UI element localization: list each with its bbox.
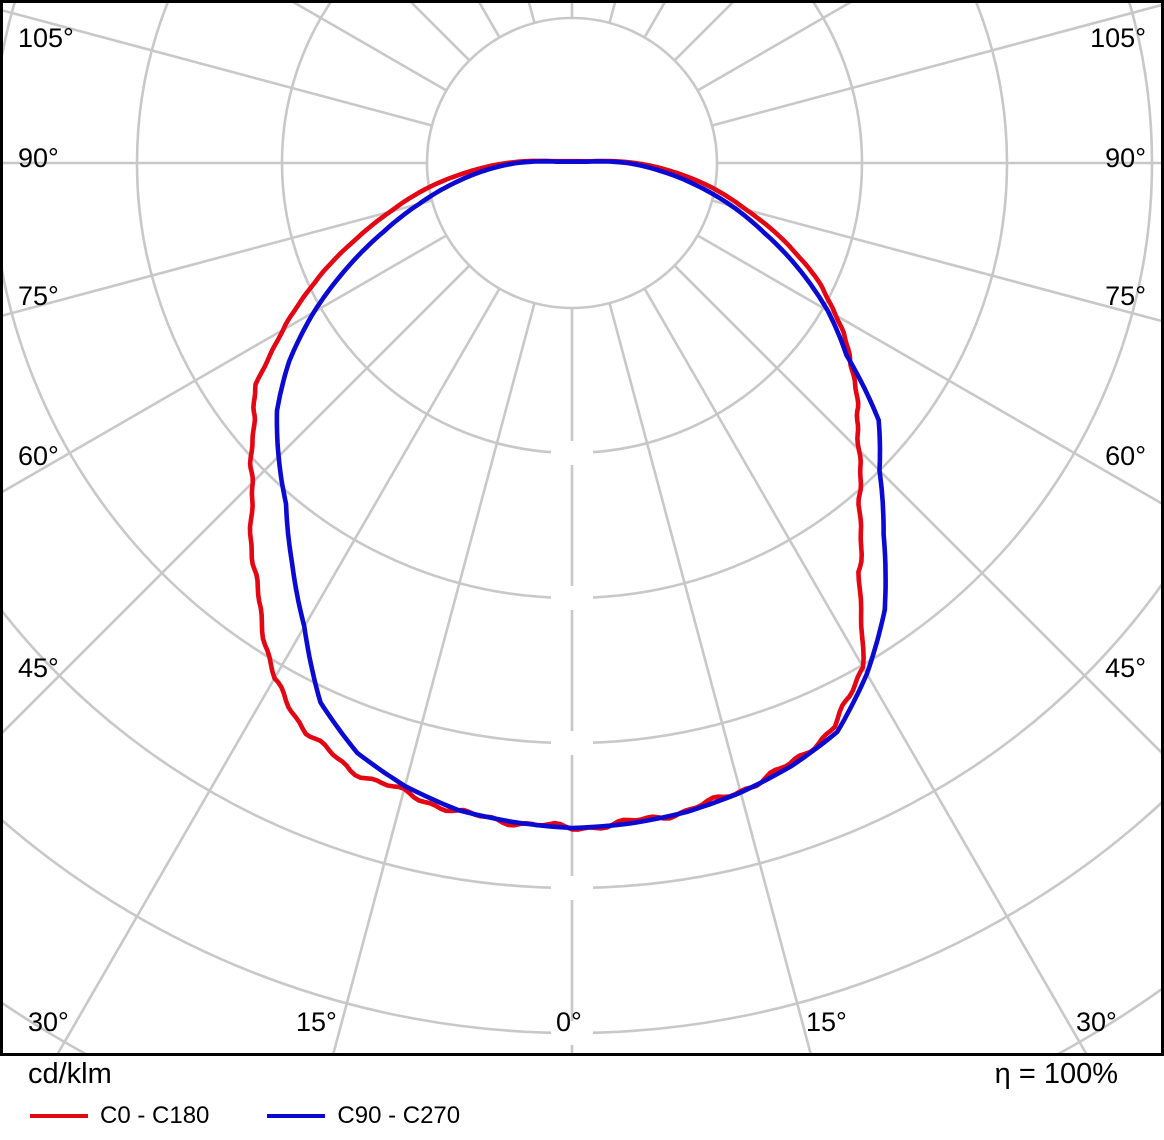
grid-ray [527,3,536,24]
plot-border [0,0,1164,1056]
grid-ray [3,234,448,494]
grid-ray [608,302,813,1054]
angle-label-left: 105° [18,23,74,53]
curve-c90-c270 [274,159,888,831]
angle-labels: 105° 90° 75° 60° 45° 105° 90° 75° 60° 45° 30° 15° 0°… [18,23,1146,1037]
grid-ray [696,234,1161,505]
grid-ray [711,199,1161,323]
unit-label: cd/klm [28,1058,112,1090]
axis-value-box [551,441,593,465]
angle-label-bottom: 30° [1076,1007,1117,1037]
intensity-curves [247,158,888,832]
grid-ray [56,287,501,1054]
axis-value-box [551,1021,593,1045]
angle-label-bottom: 30° [28,1007,69,1037]
angle-label-left: 60° [18,441,59,471]
grid-ray [643,287,1088,1054]
curve-c0-c180 [247,158,866,832]
grid-ray [3,9,433,127]
grid-ray [608,3,617,24]
c90-c270-line-swatch [267,1114,326,1118]
grid-ray [673,264,1161,754]
efficiency-label: η = 100% [994,1058,1118,1090]
grid-ray [3,199,433,317]
grid-ray [478,3,501,39]
legend-label-c0-c180: C0 - C180 [100,1102,210,1129]
angle-label-left: 90° [18,143,59,173]
c0-c180-line-swatch [30,1114,88,1118]
axis-value-box [551,876,593,900]
grid-ring [3,3,1154,745]
legend-item-c90-c270: C90 - C270 [267,1102,460,1130]
angle-label-right: 75° [1105,281,1146,311]
angle-label-bottom: 0° [556,1007,582,1037]
legend-item-c0-c180: C0 - C180 [30,1102,209,1130]
legend: C0 - C180 C90 - C270 [30,1102,518,1130]
legend-label-c90-c270: C90 - C270 [337,1102,461,1129]
grid-ray [3,264,471,734]
angle-label-right: 105° [1090,23,1146,53]
axis-value-box [551,731,593,755]
angle-label-right: 45° [1105,653,1146,683]
angle-label-left: 45° [18,653,59,683]
angle-label-left: 75° [18,281,59,311]
grid-ray [711,3,1161,127]
grid-ray [643,3,666,39]
axis-value-box [551,586,593,610]
angle-label-bottom: 15° [296,1007,337,1037]
angle-label-right: 60° [1105,441,1146,471]
axis-value-boxes [551,441,593,1045]
angle-label-bottom: 15° [806,1007,847,1037]
grid-ray [331,302,536,1054]
polar-chart: 105° 90° 75° 60° 45° 105° 90° 75° 60° 45° 30° 15° 0°… [0,0,1164,1056]
angle-label-right: 90° [1105,143,1146,173]
